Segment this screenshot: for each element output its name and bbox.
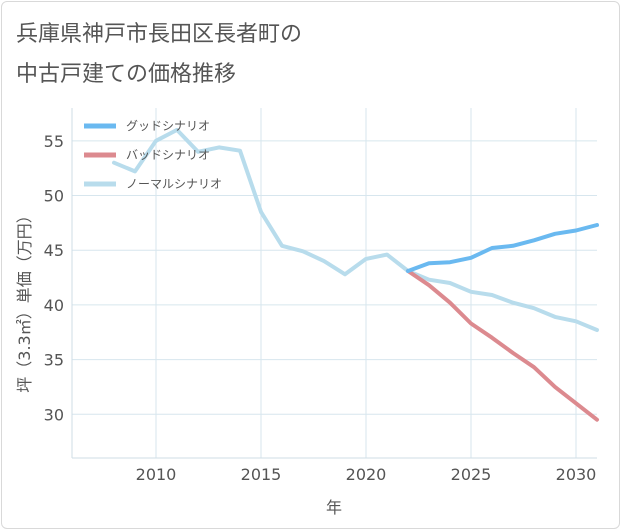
x-tick-label: 2010: [136, 465, 177, 484]
series-lines: [112, 127, 599, 422]
axes: [71, 108, 597, 459]
x-tick-label: 2030: [556, 465, 597, 484]
grid: [72, 108, 597, 458]
x-axis-label: 年: [326, 498, 342, 517]
y-axis-label: 坪（3.3㎡）単価（万円）: [15, 207, 34, 392]
series-line-2: [406, 269, 599, 422]
y-tick-label: 55: [44, 132, 64, 151]
series-line-3: [112, 127, 599, 332]
legend-label: ノーマルシナリオ: [126, 177, 222, 191]
legend-label: バッドシナリオ: [126, 148, 210, 162]
y-tick-label: 30: [44, 405, 64, 424]
y-tick-label: 40: [44, 296, 64, 315]
x-tick-label: 2015: [241, 465, 282, 484]
y-tick-label: 45: [44, 241, 64, 260]
x-tick-label: 2020: [346, 465, 387, 484]
chart-title-line1: 兵庫県神戸市長田区長者町の: [16, 22, 303, 47]
legend-label: グッドシナリオ: [126, 119, 210, 133]
x-tick-label: 2025: [451, 465, 492, 484]
chart-title-line2: 中古戸建ての価格推移: [16, 62, 237, 87]
y-tick-label: 35: [44, 351, 64, 370]
y-tick-label: 50: [44, 187, 64, 206]
tick-labels: 2010 2015 2020 2025 2030 30 35 40 45 50 55: [44, 132, 597, 484]
series-line-1: [406, 223, 599, 273]
